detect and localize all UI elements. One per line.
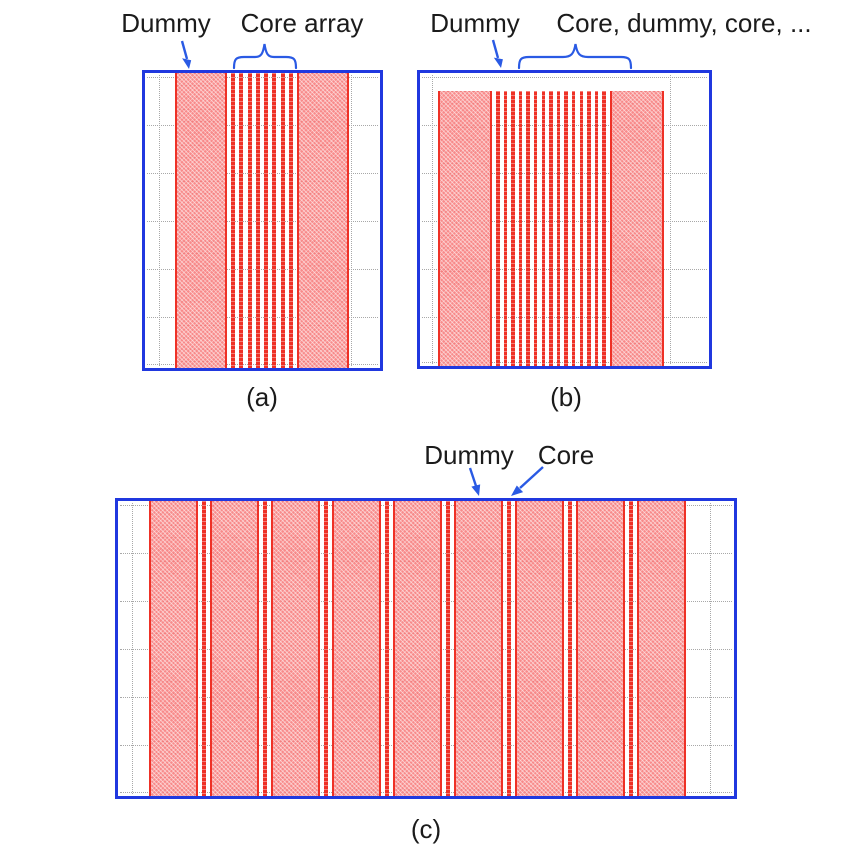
dummy-block bbox=[609, 91, 664, 366]
core-stripe bbox=[263, 501, 267, 796]
core-stripe-group bbox=[231, 73, 294, 368]
core-stripe bbox=[526, 91, 530, 366]
fill-pattern bbox=[118, 501, 734, 796]
core-stripe bbox=[503, 91, 508, 366]
core-array-brace-a bbox=[232, 43, 298, 70]
panel-b-interior bbox=[420, 73, 709, 366]
dummy-block bbox=[149, 501, 198, 796]
core-stripe-group bbox=[202, 501, 206, 796]
core-stripe-group bbox=[629, 501, 633, 796]
grid-line-horizontal bbox=[147, 173, 378, 174]
grid-line-vertical bbox=[670, 75, 671, 364]
core-stripe-group bbox=[324, 501, 328, 796]
panel-b bbox=[417, 70, 712, 369]
core-stripe bbox=[568, 501, 572, 796]
dummy-block bbox=[637, 501, 686, 796]
core-stripe bbox=[231, 73, 235, 368]
dummy-arrow-c bbox=[468, 467, 481, 496]
dummy-block bbox=[210, 501, 259, 796]
grid-line-horizontal bbox=[147, 364, 378, 365]
core-stripe bbox=[507, 501, 511, 796]
core-stripe bbox=[533, 91, 538, 366]
grid-line-horizontal bbox=[147, 317, 378, 318]
dummy-block bbox=[454, 501, 503, 796]
core-stripe bbox=[239, 73, 244, 368]
dummy-block bbox=[332, 501, 381, 796]
white-gap bbox=[349, 73, 380, 368]
white-gap bbox=[664, 91, 709, 366]
white-gap bbox=[145, 73, 175, 368]
dummy-block bbox=[297, 73, 350, 368]
grid-line-horizontal bbox=[147, 269, 378, 270]
dummy-arrow-a bbox=[180, 40, 192, 69]
core-stripe-group bbox=[507, 501, 511, 796]
label-dummy-c: Dummy bbox=[424, 440, 514, 470]
label-core-dummy-core-b: Core, dummy, core, ... bbox=[556, 8, 812, 38]
dummy-block bbox=[271, 501, 320, 796]
label-core-c: Core bbox=[537, 440, 595, 470]
core-stripe bbox=[571, 91, 576, 366]
caption-b: (b) bbox=[550, 382, 582, 412]
white-gap bbox=[420, 91, 438, 366]
dummy-block bbox=[393, 501, 442, 796]
core-arrow-c bbox=[511, 466, 544, 496]
core-stripe bbox=[202, 501, 206, 796]
grid-line-horizontal bbox=[147, 77, 378, 78]
panel-c bbox=[115, 498, 737, 799]
label-dummy-b: Dummy bbox=[430, 8, 520, 38]
grid-line-horizontal bbox=[422, 77, 707, 78]
label-core-array-a: Core array bbox=[240, 8, 364, 38]
core-stripe bbox=[556, 91, 561, 366]
panel-a-interior bbox=[145, 73, 380, 368]
core-stripe bbox=[602, 91, 606, 366]
grid-line-vertical bbox=[159, 75, 160, 366]
dummy-block bbox=[175, 73, 227, 368]
dummy-block bbox=[438, 91, 492, 366]
grid-line-vertical bbox=[710, 503, 711, 794]
core-stripe bbox=[324, 501, 328, 796]
core-stripe bbox=[579, 91, 584, 366]
core-stripe bbox=[594, 91, 599, 366]
core-stripe bbox=[264, 73, 269, 368]
core-stripe bbox=[289, 73, 294, 368]
grid-line-vertical bbox=[132, 503, 133, 794]
fill-pattern bbox=[420, 73, 709, 366]
grid-line-horizontal bbox=[147, 125, 378, 126]
core-stripe-group bbox=[496, 91, 606, 366]
dummy-block bbox=[515, 501, 564, 796]
core-dummy-core-brace-b bbox=[517, 43, 633, 70]
grid-line-vertical bbox=[351, 75, 352, 366]
core-stripe bbox=[518, 91, 523, 366]
core-stripe bbox=[587, 91, 591, 366]
core-stripe bbox=[272, 73, 277, 368]
core-stripe bbox=[385, 501, 389, 796]
core-stripe-group bbox=[385, 501, 389, 796]
caption-c: (c) bbox=[410, 814, 442, 844]
core-stripe bbox=[247, 73, 252, 368]
core-stripe bbox=[255, 73, 260, 368]
dummy-block bbox=[576, 501, 625, 796]
core-stripe bbox=[549, 91, 553, 366]
white-gap bbox=[118, 501, 149, 796]
white-gap bbox=[686, 501, 734, 796]
core-stripe bbox=[629, 501, 633, 796]
panel-c-interior bbox=[118, 501, 734, 796]
core-stripe-group bbox=[446, 501, 450, 796]
core-stripe bbox=[541, 91, 546, 366]
core-stripe bbox=[511, 91, 515, 366]
label-dummy-a: Dummy bbox=[121, 8, 211, 38]
grid-line-horizontal bbox=[147, 221, 378, 222]
core-stripe bbox=[280, 73, 285, 368]
dummy-arrow-b bbox=[491, 39, 503, 68]
fill-pattern bbox=[145, 73, 380, 368]
core-stripe bbox=[564, 91, 568, 366]
core-stripe bbox=[496, 91, 500, 366]
panel-a bbox=[142, 70, 383, 371]
core-stripe-group bbox=[568, 501, 572, 796]
core-stripe bbox=[446, 501, 450, 796]
grid-line-vertical bbox=[432, 75, 433, 364]
core-stripe-group bbox=[263, 501, 267, 796]
caption-a: (a) bbox=[246, 382, 278, 412]
